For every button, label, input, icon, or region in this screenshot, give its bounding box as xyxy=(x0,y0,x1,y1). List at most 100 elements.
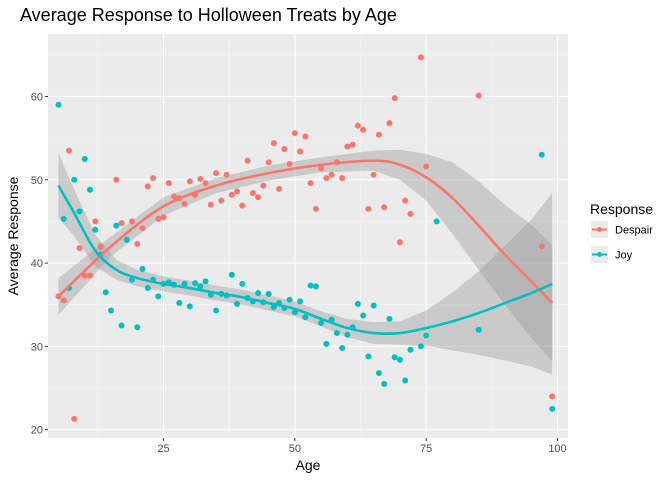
point-despair xyxy=(223,171,230,178)
point-despair xyxy=(402,197,409,204)
x-axis-title: Age xyxy=(296,457,321,473)
point-joy xyxy=(433,218,440,225)
point-joy xyxy=(228,271,235,278)
y-tick-label: 30 xyxy=(31,341,43,353)
point-despair xyxy=(417,54,424,61)
point-despair xyxy=(118,220,125,227)
point-despair xyxy=(260,182,267,189)
point-joy xyxy=(87,186,94,193)
point-joy xyxy=(396,356,403,363)
point-joy xyxy=(139,265,146,272)
point-joy xyxy=(549,405,556,412)
grid-major xyxy=(48,34,568,438)
point-joy xyxy=(475,326,482,333)
grid-minor xyxy=(48,34,568,438)
point-despair xyxy=(538,243,545,250)
point-joy xyxy=(55,101,62,108)
point-joy xyxy=(92,226,99,233)
point-despair xyxy=(354,122,361,129)
point-despair xyxy=(318,165,325,172)
point-despair xyxy=(344,143,351,150)
point-joy xyxy=(339,345,346,352)
point-despair xyxy=(181,200,188,207)
chart-title: Average Response to Holloween Treats by … xyxy=(20,5,397,25)
y-axis-title: Average Response xyxy=(5,176,21,295)
point-despair xyxy=(66,147,73,154)
point-joy xyxy=(134,324,141,331)
point-despair xyxy=(360,126,367,133)
point-despair xyxy=(228,191,235,198)
point-joy xyxy=(234,300,241,307)
point-despair xyxy=(144,183,151,190)
legend-dot-despair xyxy=(597,227,602,232)
plot-panel xyxy=(48,34,568,438)
point-despair xyxy=(370,171,377,178)
point-joy xyxy=(71,176,78,183)
y-axis-ticks: 20 30 40 50 60 xyxy=(31,91,48,437)
point-despair xyxy=(234,188,241,195)
x-axis-ticks: 25 50 75 100 xyxy=(157,438,567,455)
point-joy xyxy=(307,282,314,289)
point-joy xyxy=(391,354,398,361)
point-despair xyxy=(323,175,330,182)
point-joy xyxy=(239,280,246,287)
point-despair xyxy=(60,297,67,304)
point-despair xyxy=(407,210,414,217)
point-joy xyxy=(108,307,115,314)
point-despair xyxy=(328,171,335,178)
point-joy xyxy=(423,332,430,339)
point-despair xyxy=(339,175,346,182)
point-despair xyxy=(97,243,104,250)
point-joy xyxy=(370,302,377,309)
point-joy xyxy=(354,300,361,307)
legend-title: Response xyxy=(590,201,653,217)
point-joy xyxy=(186,303,193,310)
point-joy xyxy=(323,340,330,347)
point-joy xyxy=(113,222,120,229)
point-joy xyxy=(197,283,204,290)
point-joy xyxy=(123,236,130,243)
point-joy xyxy=(312,283,319,290)
x-tick-label: 25 xyxy=(157,443,169,455)
point-joy xyxy=(375,370,382,377)
point-joy xyxy=(192,280,199,287)
point-joy xyxy=(402,377,409,384)
point-joy xyxy=(381,380,388,387)
point-despair xyxy=(87,272,94,279)
smooth-line-despair xyxy=(57,159,554,304)
y-tick-label: 20 xyxy=(31,425,43,437)
point-despair xyxy=(139,225,146,232)
point-despair xyxy=(270,140,277,147)
point-despair xyxy=(76,245,83,252)
point-despair xyxy=(286,160,293,167)
legend-label-despair: Despair xyxy=(615,225,653,237)
point-despair xyxy=(202,180,209,187)
point-despair xyxy=(307,180,314,187)
point-despair xyxy=(218,197,225,204)
x-tick-label: 75 xyxy=(420,443,432,455)
x-tick-label: 100 xyxy=(548,443,566,455)
point-despair xyxy=(349,141,356,148)
point-despair xyxy=(302,133,309,140)
point-joy xyxy=(297,298,304,305)
point-despair xyxy=(255,194,262,201)
point-despair xyxy=(150,175,157,182)
point-despair xyxy=(375,131,382,138)
point-joy xyxy=(386,315,393,322)
point-despair xyxy=(276,185,283,192)
point-despair xyxy=(134,240,141,247)
point-joy xyxy=(302,314,309,321)
point-joy xyxy=(76,208,83,215)
point-joy xyxy=(407,346,414,353)
point-joy xyxy=(155,293,162,300)
point-despair xyxy=(265,159,272,166)
point-joy xyxy=(286,296,293,303)
legend: Response Despair Joy xyxy=(590,201,653,263)
point-despair xyxy=(312,205,319,212)
point-despair xyxy=(381,204,388,211)
smooth-line-joy xyxy=(57,184,553,335)
legend-dot-joy xyxy=(597,252,602,257)
point-joy xyxy=(344,331,351,338)
point-despair xyxy=(81,272,88,279)
legend-item-despair: Despair xyxy=(591,221,653,238)
